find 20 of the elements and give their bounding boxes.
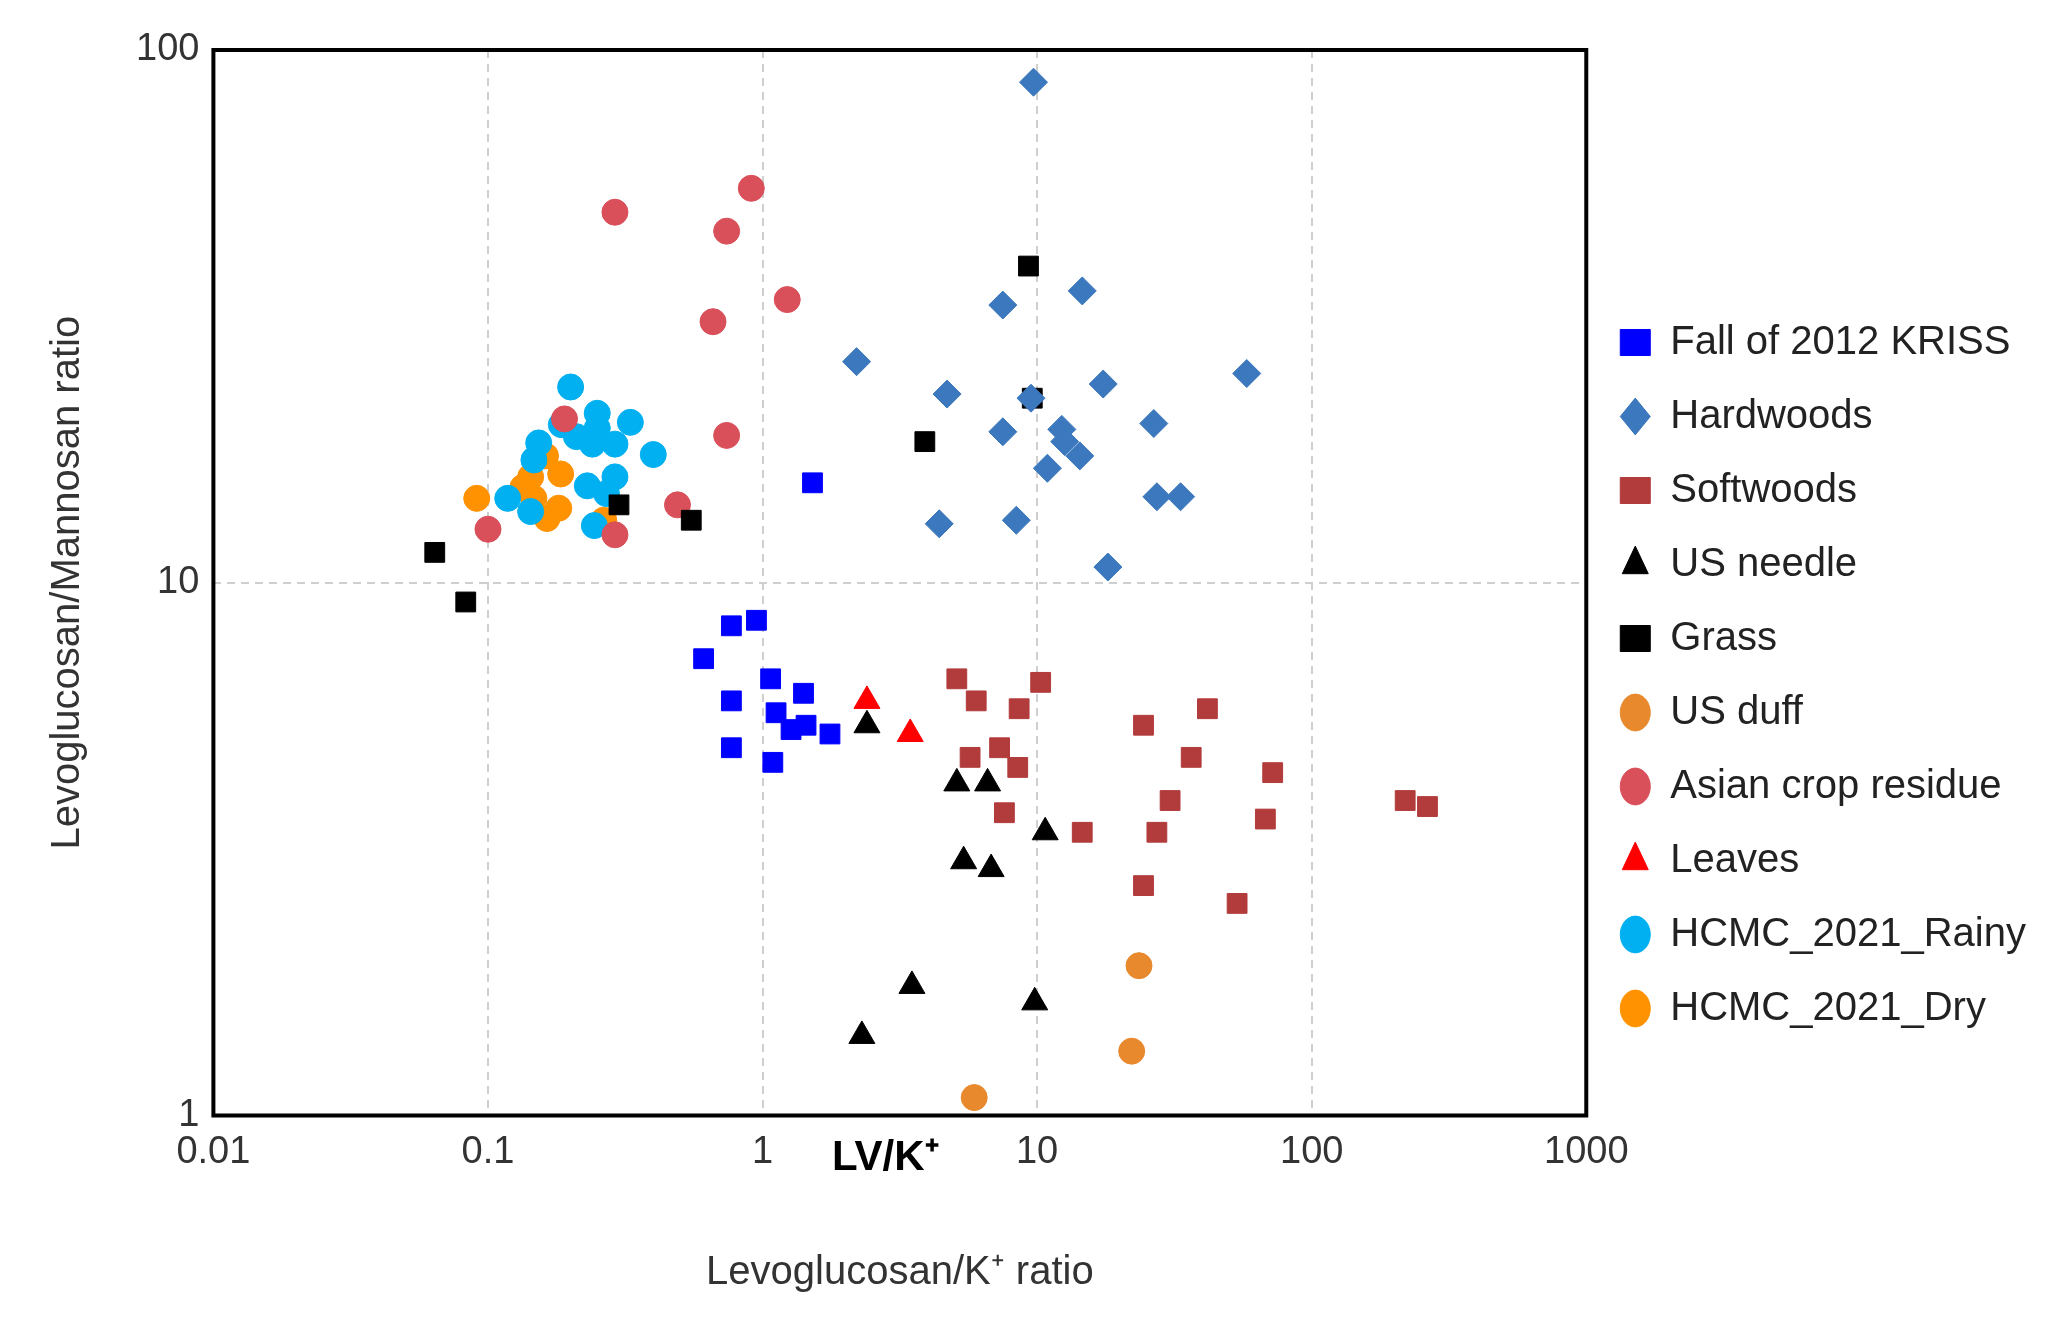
legend-label: Softwoods bbox=[1670, 465, 1858, 510]
legend-label: HCMC_2021_Rainy bbox=[1670, 909, 2027, 954]
text: LV/K⁺ bbox=[832, 1131, 939, 1179]
legend-label: HCMC_2021_Dry bbox=[1670, 983, 1986, 1028]
x-tick-label: 100 bbox=[1280, 1128, 1344, 1171]
legend-label: Asian crop residue bbox=[1670, 761, 2002, 806]
legend-label: Grass bbox=[1670, 613, 1777, 658]
legend-label: Fall of 2012 KRISS bbox=[1670, 317, 2011, 362]
y-tick-label: 10 bbox=[157, 559, 200, 602]
legend-label: US needle bbox=[1670, 539, 1858, 584]
x-axis-title: Levoglucosan/K⁺ ratio bbox=[706, 1248, 1094, 1293]
y-tick-label: 100 bbox=[136, 26, 200, 69]
x-tick-label: 10 bbox=[1015, 1128, 1059, 1171]
legend-label: Hardwoods bbox=[1670, 391, 1873, 436]
legend-label: US duff bbox=[1670, 687, 1804, 732]
y-axis-title: Levoglucosan/Mannosan ratio bbox=[43, 315, 88, 850]
x-tick-label: 1 bbox=[751, 1128, 774, 1171]
x-tick-label: 0.1 bbox=[461, 1128, 515, 1171]
x-tick-label: 1000 bbox=[1544, 1128, 1629, 1171]
legend-label: Leaves bbox=[1670, 835, 1800, 880]
